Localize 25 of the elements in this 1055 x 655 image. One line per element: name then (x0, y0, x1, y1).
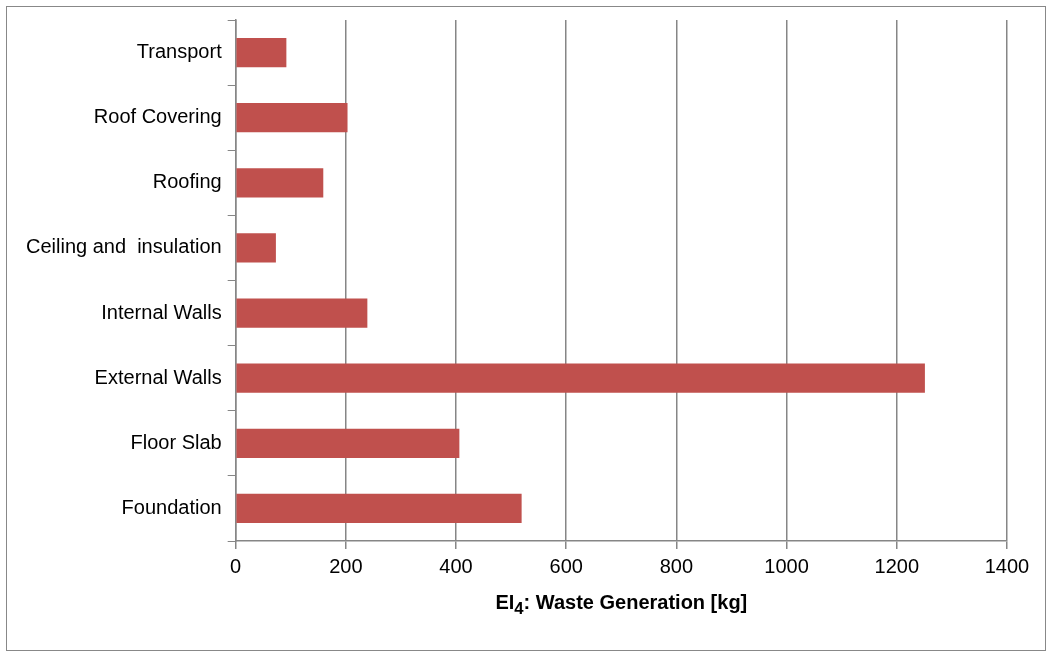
y-tick-label: External Walls (94, 365, 222, 388)
x-tick-label: 800 (659, 554, 694, 577)
bar (236, 298, 368, 328)
x-axis-title: EI$_{4}$: Waste Generation [kg] (495, 591, 748, 619)
y-tick-label: Foundation (121, 495, 222, 518)
x-tick-label: 1200 (874, 554, 920, 577)
x-tick-label: 0 (230, 554, 242, 577)
x-tick-label: 600 (549, 554, 583, 577)
x-tick-label: 200 (329, 554, 363, 577)
x-tick-label: 400 (439, 554, 473, 577)
bar (236, 103, 348, 133)
bar (236, 233, 276, 263)
x-tick-label: 1400 (984, 554, 1030, 577)
x-tick-label: 1000 (764, 554, 809, 577)
y-tick-label: Roofing (152, 170, 222, 193)
bar (236, 37, 287, 68)
y-tick-label: Internal Walls (101, 300, 222, 323)
bar (236, 363, 925, 393)
bar (236, 493, 522, 524)
bar (236, 168, 324, 198)
bar (236, 428, 460, 458)
y-tick-label: Transport (136, 40, 223, 63)
y-tick-label: Roof Covering (93, 105, 222, 128)
y-tick-label: Ceiling and insulation (26, 235, 222, 258)
y-tick-label: Floor Slab (130, 430, 222, 453)
